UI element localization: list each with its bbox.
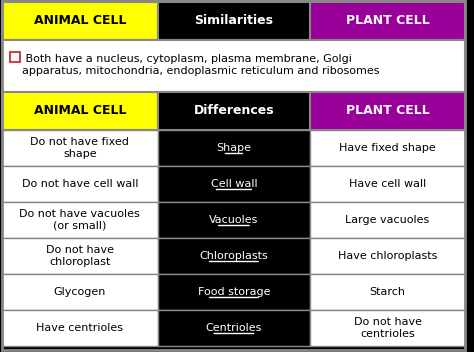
Text: Have cell wall: Have cell wall [349, 179, 426, 189]
Bar [157, 238, 310, 274]
Text: Both have a nucleus, cytoplasm, plasma membrane, Golgi
apparatus, mitochondria, : Both have a nucleus, cytoplasm, plasma m… [22, 54, 379, 76]
Bar [2, 274, 157, 310]
Bar [310, 92, 465, 130]
Text: PLANT CELL: PLANT CELL [346, 14, 429, 27]
Text: Have chloroplasts: Have chloroplasts [338, 251, 437, 261]
Text: Cell wall: Cell wall [210, 179, 257, 189]
Bar [157, 274, 310, 310]
Bar [157, 202, 310, 238]
Text: Do not have
chloroplast: Do not have chloroplast [46, 245, 114, 267]
Text: Glycogen: Glycogen [54, 287, 106, 297]
Text: PLANT CELL: PLANT CELL [346, 105, 429, 118]
Text: Centrioles: Centrioles [206, 323, 262, 333]
Text: Vacuoles: Vacuoles [209, 215, 259, 225]
Bar [2, 130, 157, 166]
Bar [310, 202, 465, 238]
Text: Chloroplasts: Chloroplasts [200, 251, 268, 261]
Text: Do not have fixed
shape: Do not have fixed shape [30, 137, 129, 159]
Bar [310, 166, 465, 202]
Bar [2, 238, 157, 274]
Bar [310, 2, 465, 40]
Bar [157, 130, 310, 166]
Bar [2, 92, 157, 130]
Text: Large vacuoles: Large vacuoles [346, 215, 429, 225]
Text: Starch: Starch [370, 287, 406, 297]
Text: ANIMAL CELL: ANIMAL CELL [34, 14, 126, 27]
Bar [157, 166, 310, 202]
Bar [157, 310, 310, 346]
Text: Food storage: Food storage [198, 287, 270, 297]
Text: Have centrioles: Have centrioles [36, 323, 123, 333]
Text: Differences: Differences [193, 105, 274, 118]
Text: Do not have
centrioles: Do not have centrioles [354, 317, 421, 339]
Bar [157, 2, 310, 40]
Bar [10, 52, 20, 62]
Text: Similarities: Similarities [194, 14, 273, 27]
Bar [2, 166, 157, 202]
Text: Have fixed shape: Have fixed shape [339, 143, 436, 153]
Text: Do not have vacuoles
(or small): Do not have vacuoles (or small) [19, 209, 140, 231]
Bar [310, 130, 465, 166]
Bar [310, 274, 465, 310]
Bar [2, 2, 157, 40]
Bar [2, 310, 157, 346]
Text: Do not have cell wall: Do not have cell wall [21, 179, 138, 189]
Bar [157, 92, 310, 130]
Text: ANIMAL CELL: ANIMAL CELL [34, 105, 126, 118]
Bar [2, 40, 465, 92]
Text: Shape: Shape [217, 143, 251, 153]
Bar [310, 310, 465, 346]
Bar [2, 202, 157, 238]
Bar [310, 238, 465, 274]
